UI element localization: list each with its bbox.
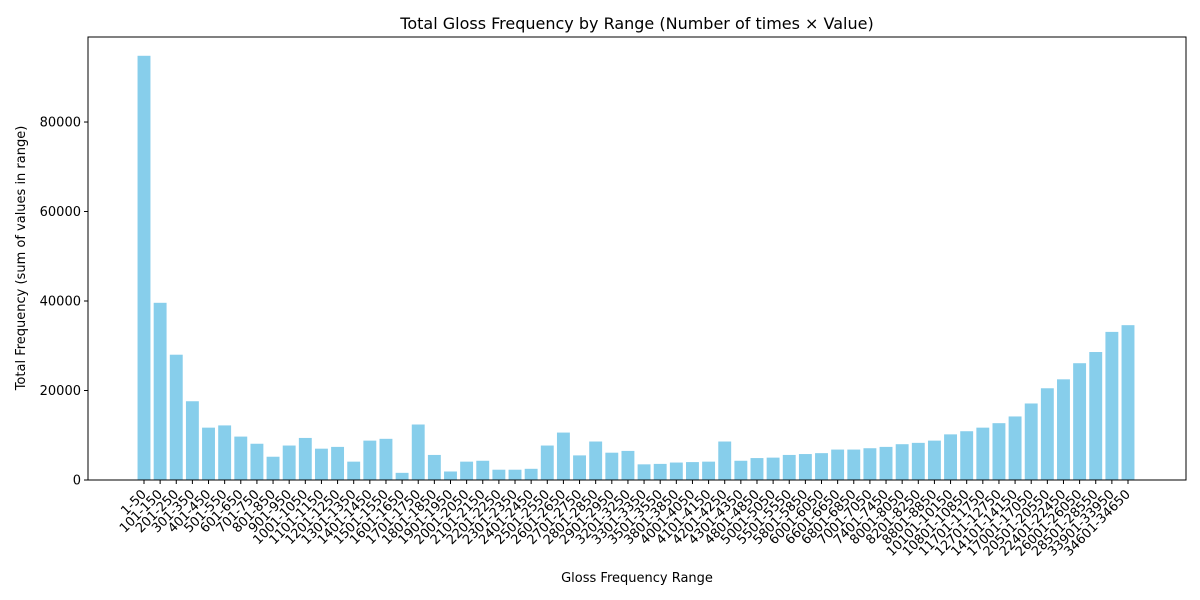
y-axis: 0 20000 40000 60000 80000: [40, 116, 88, 489]
bar: [1089, 352, 1103, 480]
bar: [1040, 388, 1054, 480]
bar: [1024, 403, 1038, 480]
bar: [234, 436, 248, 480]
bar: [444, 471, 457, 480]
bar: [331, 446, 345, 480]
y-tick-label: 0: [73, 474, 81, 489]
plot-frame: [87, 36, 1187, 481]
bar: [847, 449, 861, 480]
bar: [734, 460, 748, 480]
y-tick-label: 60000: [40, 205, 81, 220]
bar: [637, 464, 651, 480]
bar: [863, 448, 877, 480]
bar: [1008, 416, 1022, 480]
bar: [460, 461, 474, 480]
bar: [153, 302, 167, 480]
bar: [379, 438, 393, 480]
bar: [540, 445, 554, 480]
bar: [1073, 363, 1087, 480]
bar: [879, 446, 893, 480]
bar: [492, 469, 506, 480]
bar: [395, 472, 409, 480]
bar: [669, 462, 683, 480]
x-axis-label: Gloss Frequency Range: [561, 571, 713, 586]
bar: [363, 440, 377, 480]
bar: [314, 448, 328, 480]
bar: [621, 450, 635, 480]
bar: [202, 427, 215, 480]
bar: [556, 432, 570, 480]
bar: [169, 354, 183, 480]
y-tick-label: 80000: [40, 116, 81, 131]
bar: [508, 469, 522, 480]
bar: [686, 462, 699, 480]
bar: [266, 456, 280, 480]
bar: [944, 434, 957, 480]
y-axis-label: Total Frequency (sum of values in range): [14, 126, 29, 392]
bar: [1121, 325, 1135, 480]
bar: [895, 444, 909, 480]
bar: [411, 424, 425, 480]
bar: [185, 401, 199, 480]
bar: [782, 454, 796, 480]
bar: [831, 449, 845, 480]
bar: [282, 445, 296, 480]
bar: [653, 463, 667, 480]
bar: [298, 437, 312, 480]
bar: [573, 455, 586, 480]
x-axis: 1-50101-150201-250301-350401-450501-5506…: [117, 480, 1134, 560]
bar: [798, 454, 812, 480]
bar: [702, 461, 716, 480]
bar: [927, 440, 941, 480]
bar: [605, 452, 619, 480]
bar: [524, 468, 538, 480]
bars: [137, 55, 1135, 480]
bar: [718, 441, 732, 480]
bar: [815, 453, 828, 480]
chart-title: Total Gloss Frequency by Range (Number o…: [399, 14, 873, 33]
bar: [976, 427, 990, 480]
bar: [992, 423, 1006, 480]
bar: [589, 441, 603, 480]
bar: [218, 425, 232, 480]
bar: [476, 460, 490, 480]
bar: [1057, 379, 1070, 480]
bar: [911, 442, 925, 480]
bar: [750, 458, 764, 480]
bar: [137, 55, 151, 480]
bar: [250, 443, 264, 480]
bar: [766, 457, 780, 480]
bar: [960, 431, 974, 480]
bar: [1105, 331, 1119, 480]
y-tick-label: 20000: [40, 384, 81, 399]
bar: [347, 461, 361, 480]
bar: [427, 454, 441, 480]
y-tick-label: 40000: [40, 295, 81, 310]
